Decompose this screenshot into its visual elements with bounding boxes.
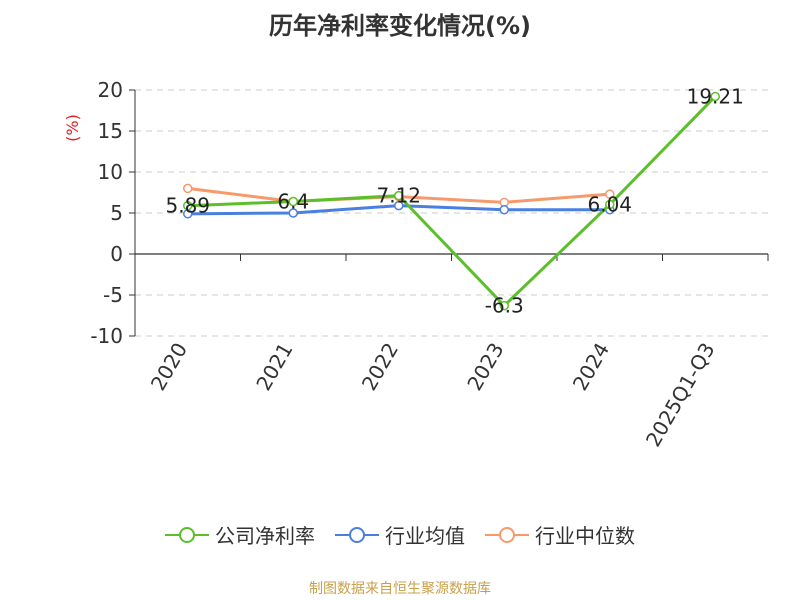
legend-label: 公司净利率 bbox=[215, 524, 315, 548]
data-label: 6.04 bbox=[587, 192, 632, 216]
legend-label: 行业中位数 bbox=[535, 524, 635, 548]
legend-item-company-net-margin[interactable]: 公司净利率 bbox=[165, 520, 315, 549]
x-tick-label: 2022 bbox=[357, 339, 403, 395]
data-label: 7.12 bbox=[376, 184, 421, 208]
y-axis-label: (%) bbox=[63, 114, 82, 142]
x-tick-label: 2024 bbox=[568, 339, 614, 395]
data-point[interactable] bbox=[394, 190, 404, 201]
data-point[interactable] bbox=[499, 300, 509, 311]
series-line bbox=[187, 95, 717, 308]
source-note: 制图数据来自恒生聚源数据库 bbox=[309, 581, 491, 597]
data-point[interactable] bbox=[288, 196, 298, 207]
legend-label: 行业均值 bbox=[385, 524, 465, 548]
legend-marker-company-icon bbox=[165, 526, 209, 543]
data-point[interactable] bbox=[710, 91, 720, 102]
y-tick-label: 20 bbox=[98, 78, 123, 102]
data-point[interactable] bbox=[605, 199, 615, 210]
x-tick-label: 2025Q1-Q3 bbox=[641, 339, 720, 451]
x-tick-label: 2023 bbox=[462, 339, 508, 395]
data-point[interactable] bbox=[394, 200, 404, 211]
data-point[interactable] bbox=[605, 189, 615, 199]
legend-marker-mean-icon bbox=[335, 526, 379, 543]
chart-title: 历年净利率变化情况(%) bbox=[269, 12, 531, 40]
legend-marker-median-icon bbox=[485, 526, 529, 543]
y-tick-label: -10 bbox=[90, 324, 123, 348]
legend-item-industry-median[interactable]: 行业中位数 bbox=[485, 520, 635, 549]
y-tick-label: 15 bbox=[98, 119, 123, 143]
y-tick-label: 5 bbox=[110, 201, 123, 225]
legend-item-industry-mean[interactable]: 行业均值 bbox=[335, 520, 465, 549]
x-tick-label: 2021 bbox=[251, 339, 297, 395]
chart-legend: 公司净利率 行业均值 行业中位数 bbox=[0, 520, 800, 549]
data-point[interactable] bbox=[183, 183, 193, 194]
y-tick-label: 10 bbox=[98, 160, 123, 184]
data-label: 6.4 bbox=[277, 190, 309, 214]
data-point[interactable] bbox=[288, 208, 298, 218]
x-tick-label: 2020 bbox=[146, 339, 192, 395]
data-label: -6.3 bbox=[485, 294, 524, 318]
y-tick-label: 0 bbox=[110, 242, 123, 266]
data-point[interactable] bbox=[183, 200, 193, 211]
y-tick-label: -5 bbox=[103, 283, 123, 307]
data-label: 5.89 bbox=[165, 194, 210, 218]
data-label: 19.21 bbox=[687, 84, 744, 108]
data-point[interactable] bbox=[499, 204, 509, 215]
